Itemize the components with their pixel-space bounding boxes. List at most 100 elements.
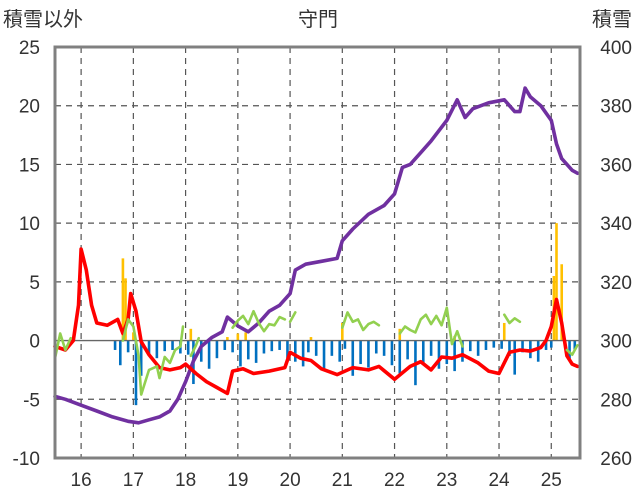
- precip-bar: [239, 340, 242, 367]
- y-left-tick-label: 0: [29, 332, 40, 353]
- y-left-title: 積雪以外: [3, 8, 83, 31]
- x-tick-label: 20: [280, 470, 301, 491]
- y-right-tick-label: 260: [600, 449, 632, 470]
- precip-bar: [484, 340, 488, 350]
- wind-line: [189, 336, 200, 358]
- precip-bar: [199, 340, 203, 362]
- snow_depth-line: [53, 86, 580, 425]
- precip-bar: [207, 340, 211, 369]
- y-left-tick-label: -5: [23, 390, 40, 411]
- precip-bar: [521, 340, 524, 353]
- precip-bar: [262, 340, 266, 354]
- precip-bar: [322, 340, 326, 370]
- precip-bar: [126, 340, 130, 353]
- wind-line: [341, 311, 381, 332]
- snowfall-bar: [236, 333, 240, 341]
- y-right-tick-label: 380: [600, 97, 632, 118]
- precip-bar: [351, 340, 355, 376]
- precip-bar: [374, 340, 378, 354]
- snowfall-bar: [132, 332, 135, 341]
- wind-line: [231, 309, 287, 333]
- precip-bar: [293, 340, 297, 362]
- y-left-tick-label: -10: [13, 449, 40, 470]
- precip-bar: [359, 340, 362, 365]
- precip-bar: [476, 340, 480, 356]
- precip-bar: [382, 340, 386, 356]
- precip-bar: [307, 340, 310, 353]
- snowfall-bar: [244, 332, 247, 341]
- precip-bar: [278, 340, 281, 350]
- x-tick-label: 21: [332, 470, 353, 491]
- precip-bar: [301, 340, 305, 367]
- precip-bar: [390, 340, 394, 366]
- y-right-tick-label: 340: [600, 214, 632, 235]
- y-right-title: 積雪: [592, 8, 632, 31]
- precip-bar: [270, 340, 274, 352]
- precip-bar: [568, 340, 571, 361]
- precip-bar: [508, 340, 511, 356]
- series-lines: [53, 86, 580, 425]
- precip-bar: [246, 340, 250, 360]
- x-tick-label: 22: [384, 470, 405, 491]
- precip-bar: [468, 340, 472, 352]
- precip-bar: [406, 340, 409, 360]
- precip-bar: [445, 340, 449, 365]
- x-ticks: 16 17 18 19 20 21 22 23 24 25: [71, 470, 562, 491]
- temperature-line: [53, 247, 580, 396]
- precip-bar: [437, 340, 441, 369]
- y-left-tick-label: 25: [19, 38, 40, 59]
- precip-bar: [163, 340, 167, 352]
- precipitation-bars: [113, 340, 577, 406]
- x-tick-label: 18: [175, 470, 196, 491]
- wind-line: [121, 318, 185, 396]
- precip-bar: [367, 340, 370, 368]
- snowfall-bar: [502, 322, 506, 341]
- precip-bar: [171, 340, 174, 350]
- snowfall-bar: [124, 278, 127, 341]
- y-left-tick-label: 20: [19, 97, 40, 118]
- precip-bar: [155, 340, 159, 359]
- precip-bar: [421, 340, 425, 363]
- x-tick-label: 17: [123, 470, 144, 491]
- plot-frame: [53, 45, 582, 460]
- snowfall-bar: [341, 322, 344, 341]
- x-tick-label: 24: [488, 470, 510, 491]
- precip-bar: [134, 340, 138, 406]
- precip-bar: [330, 340, 334, 356]
- precip-bar: [549, 340, 553, 348]
- wind-line: [398, 306, 464, 348]
- y-right-tick-label: 400: [600, 38, 632, 59]
- precip-bar: [461, 340, 464, 362]
- precip-bar: [286, 340, 289, 359]
- precip-bar: [314, 340, 318, 356]
- precip-bar: [254, 340, 258, 363]
- precip-bar: [398, 340, 402, 374]
- y-left-tick-label: 5: [29, 273, 40, 294]
- precip-bar: [223, 340, 227, 350]
- precip-bar: [338, 340, 342, 362]
- wind-line: [565, 344, 579, 356]
- snowfall-bar: [189, 328, 193, 341]
- snowfall-bar: [560, 264, 564, 341]
- snowfall-bar: [309, 337, 313, 341]
- y-right-tick-label: 300: [600, 332, 632, 353]
- y-left-tick-label: 15: [19, 155, 40, 176]
- y-left-ticks: 25 20 15 10 5 0 -5 -10: [13, 38, 40, 470]
- wind-line: [53, 332, 72, 360]
- precip-bar: [343, 340, 347, 349]
- precip-bar: [492, 340, 496, 348]
- y-right-tick-label: 320: [600, 273, 632, 294]
- precip-bar: [429, 340, 433, 356]
- x-tick-label: 25: [541, 470, 562, 491]
- precip-bar: [544, 340, 548, 350]
- precip-bar: [186, 340, 190, 355]
- snowfall-bar: [226, 337, 229, 341]
- x-tick-label: 23: [436, 470, 457, 491]
- precip-bar: [231, 340, 234, 353]
- x-tick-label: 16: [71, 470, 92, 491]
- y-right-tick-label: 280: [600, 390, 632, 411]
- y-right-tick-label: 360: [600, 155, 632, 176]
- chart-title: 守門: [298, 8, 338, 31]
- precip-bar: [118, 340, 122, 366]
